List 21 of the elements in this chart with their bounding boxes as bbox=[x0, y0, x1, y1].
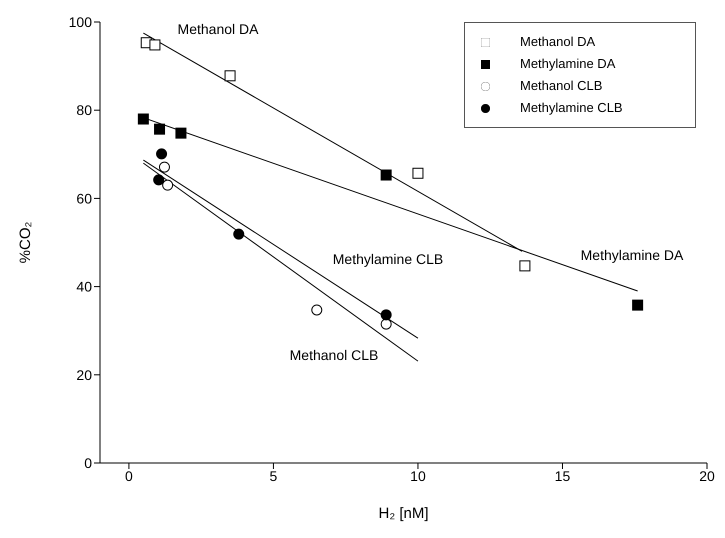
legend-label: Methylamine DA bbox=[520, 56, 616, 71]
x-tick-label: 10 bbox=[410, 468, 426, 484]
y-tick-label: 0 bbox=[84, 454, 92, 471]
y-tick-label: 100 bbox=[68, 14, 92, 30]
annotation: Methanol CLB bbox=[290, 347, 378, 363]
annotation: Methylamine CLB bbox=[332, 251, 444, 267]
x-tick-label: 15 bbox=[554, 468, 570, 484]
x-axis-title: H₂ [nM] bbox=[378, 505, 428, 522]
legend-label: Methanol DA bbox=[520, 34, 596, 49]
legend-label: Methanol CLB bbox=[520, 78, 602, 93]
annotation: Methylamine DA bbox=[580, 247, 684, 263]
y-axis-title: %CO₂ bbox=[17, 222, 34, 264]
annotation: Methanol DA bbox=[178, 21, 260, 37]
y-tick-label: 20 bbox=[76, 366, 92, 383]
x-tick-label: 0 bbox=[125, 468, 134, 484]
legend-label: Methylamine CLB bbox=[520, 100, 623, 115]
x-tick-label: 20 bbox=[699, 468, 715, 484]
x-tick-label: 5 bbox=[270, 468, 278, 484]
y-tick-label: 80 bbox=[76, 102, 92, 118]
y-tick-label: 60 bbox=[76, 190, 92, 206]
y-tick-label: 40 bbox=[76, 278, 92, 295]
